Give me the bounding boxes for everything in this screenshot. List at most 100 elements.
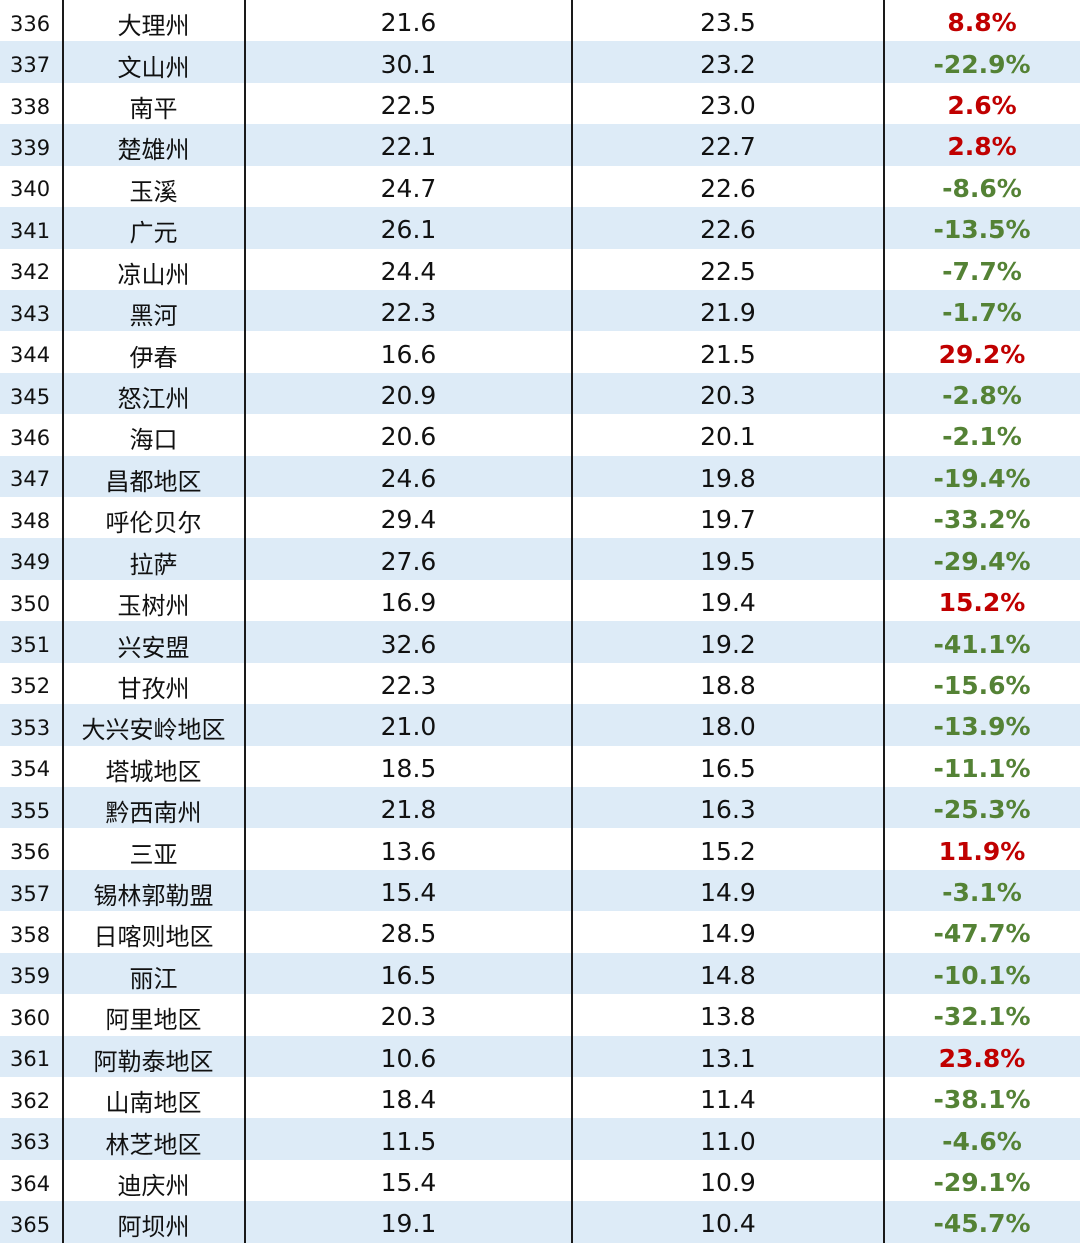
- table-row: 353 大兴安岭地区 21.0 18.0 -13.9%: [0, 704, 1080, 746]
- value-current-cell: 19.8: [700, 463, 756, 493]
- value-current-cell: 18.0: [700, 712, 756, 742]
- rank-cell: 358: [10, 922, 51, 947]
- rank-cell: 364: [10, 1171, 51, 1196]
- city-cell: 凉山州: [117, 260, 190, 289]
- value-current-cell: 14.9: [700, 878, 756, 908]
- value-current-cell: 19.2: [700, 629, 756, 659]
- city-cell: 海口: [129, 426, 178, 455]
- rank-cell: 347: [10, 467, 51, 492]
- table-row: 362 山南地区 18.4 11.4 -38.1%: [0, 1076, 1080, 1119]
- change-cell: 2.6%: [947, 91, 1017, 121]
- value-previous-cell: 15.4: [380, 878, 437, 908]
- city-cell: 林芝地区: [105, 1130, 202, 1159]
- table-row: 364 迪庆州 15.4 10.9 -29.1%: [0, 1159, 1080, 1202]
- rank-cell: 339: [10, 135, 51, 160]
- change-cell: -32.1%: [933, 1002, 1031, 1032]
- value-current-cell: 11.0: [700, 1126, 756, 1156]
- table-row: 341 广元 26.1 22.6 -13.5%: [0, 207, 1080, 249]
- city-cell: 呼伦贝尔: [105, 509, 202, 538]
- table-row: 354 塔城地区 18.5 16.5 -11.1%: [0, 745, 1080, 788]
- value-previous-cell: 20.3: [380, 1002, 437, 1032]
- value-current-cell: 23.2: [700, 49, 756, 79]
- value-current-cell: 22.6: [700, 215, 756, 245]
- value-previous-cell: 24.7: [380, 173, 437, 203]
- table-row: 350 玉树州 16.9 19.4 15.2%: [0, 579, 1080, 622]
- city-cell: 迪庆州: [117, 1172, 190, 1201]
- table-row: 355 黔西南州 21.8 16.3 -25.3%: [0, 787, 1080, 829]
- table-row: 343 黑河 22.3 21.9 -1.7%: [0, 289, 1080, 332]
- rank-cell: 343: [10, 301, 51, 326]
- table-row: 357 锡林郭勒盟 15.4 14.9 -3.1%: [0, 869, 1080, 912]
- rank-cell: 361: [10, 1047, 51, 1072]
- change-cell: -3.1%: [942, 878, 1022, 908]
- rank-cell: 353: [10, 715, 51, 740]
- value-current-cell: 19.4: [700, 588, 756, 618]
- value-current-cell: 11.4: [700, 1085, 756, 1115]
- city-cell: 楚雄州: [117, 136, 190, 165]
- rank-cell: 354: [10, 757, 51, 782]
- city-cell: 玉树州: [117, 592, 190, 621]
- table-row: 360 阿里地区 20.3 13.8 -32.1%: [0, 994, 1080, 1036]
- value-current-cell: 13.1: [700, 1043, 756, 1073]
- value-previous-cell: 15.4: [380, 1168, 437, 1198]
- change-cell: -45.7%: [933, 1209, 1031, 1239]
- table-row: 365 阿坝州 19.1 10.4 -45.7%: [0, 1201, 1080, 1243]
- value-previous-cell: 18.4: [380, 1085, 437, 1115]
- city-cell: 南平: [129, 95, 178, 124]
- value-previous-cell: 16.9: [380, 588, 437, 618]
- city-cell: 黑河: [129, 302, 178, 331]
- table-row: 337 文山州 30.1 23.2 -22.9%: [0, 41, 1080, 83]
- change-cell: -33.2%: [933, 505, 1031, 535]
- value-previous-cell: 22.1: [380, 132, 437, 162]
- rank-cell: 337: [10, 53, 51, 78]
- value-previous-cell: 24.6: [380, 463, 437, 493]
- change-cell: -13.9%: [933, 712, 1031, 742]
- change-cell: -13.5%: [933, 215, 1031, 245]
- change-cell: -2.1%: [942, 422, 1022, 452]
- value-previous-cell: 21.0: [380, 712, 437, 742]
- rank-cell: 360: [10, 1005, 51, 1030]
- rank-cell: 338: [10, 94, 51, 119]
- change-cell: -41.1%: [933, 629, 1031, 659]
- change-cell: -38.1%: [933, 1085, 1031, 1115]
- value-previous-cell: 24.4: [380, 256, 437, 286]
- rank-cell: 349: [10, 550, 51, 575]
- rank-cell: 340: [10, 177, 51, 202]
- city-cell: 塔城地区: [105, 757, 202, 786]
- value-previous-cell: 28.5: [380, 919, 437, 949]
- city-cell: 甘孜州: [117, 674, 190, 703]
- rank-cell: 359: [10, 964, 51, 989]
- value-previous-cell: 29.4: [380, 505, 437, 535]
- change-cell: 2.8%: [947, 132, 1017, 162]
- change-cell: -25.3%: [933, 795, 1031, 825]
- change-cell: -2.8%: [942, 381, 1022, 410]
- table-row: 345 怒江州 20.9 20.3 -2.8%: [0, 372, 1080, 415]
- table-row: 344 伊春 16.6 21.5 29.2%: [0, 331, 1080, 373]
- rank-cell: 356: [10, 840, 51, 865]
- rank-cell: 350: [10, 591, 51, 616]
- value-previous-cell: 22.3: [380, 670, 437, 700]
- city-cell: 大理州: [117, 12, 190, 41]
- city-cell: 阿勒泰地区: [93, 1047, 214, 1076]
- value-current-cell: 23.0: [700, 91, 756, 121]
- table-row: 347 昌都地区 24.6 19.8 -19.4%: [0, 455, 1080, 498]
- value-current-cell: 21.9: [700, 298, 756, 328]
- city-cell: 玉溪: [129, 177, 178, 206]
- city-cell: 伊春: [129, 343, 178, 372]
- table-row: 339 楚雄州 22.1 22.7 2.8%: [0, 124, 1080, 166]
- value-previous-cell: 13.6: [380, 836, 437, 866]
- rank-cell: 348: [10, 508, 51, 533]
- value-previous-cell: 22.5: [380, 91, 437, 121]
- city-cell: 阿坝州: [117, 1213, 190, 1242]
- value-previous-cell: 16.5: [380, 960, 437, 990]
- value-current-cell: 16.3: [700, 795, 756, 825]
- rank-cell: 352: [10, 674, 51, 699]
- city-cell: 日喀则地区: [93, 923, 214, 952]
- change-cell: 23.8%: [938, 1043, 1026, 1073]
- value-current-cell: 21.5: [700, 339, 756, 369]
- value-current-cell: 10.9: [700, 1168, 756, 1198]
- value-previous-cell: 27.6: [380, 546, 437, 576]
- value-current-cell: 20.3: [700, 381, 756, 410]
